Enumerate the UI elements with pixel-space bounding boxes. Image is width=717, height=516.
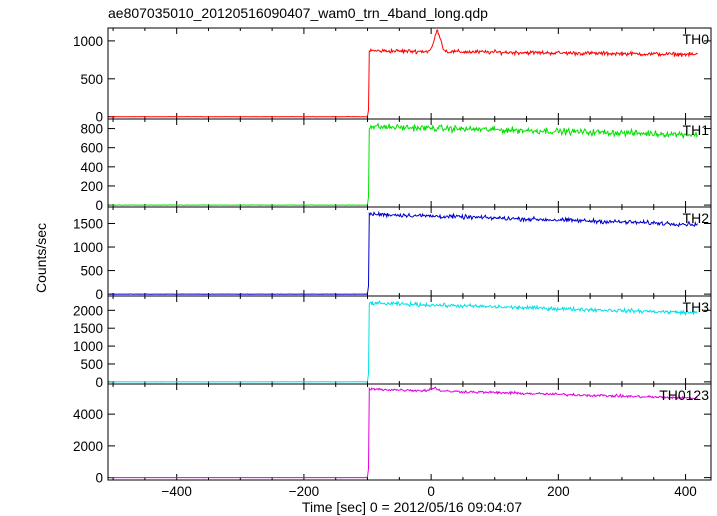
series-line-th0 [109, 29, 698, 118]
y-tick-label-th2: 500 [80, 264, 103, 279]
y-tick-label-th0123: 4000 [73, 407, 103, 422]
panel-label-th0: TH0 [683, 31, 710, 47]
y-tick-label-th3: 1000 [73, 339, 103, 354]
y-tick-label-th0123: 0 [95, 471, 103, 486]
y-tick-label-th2: 0 [95, 287, 103, 302]
x-axis-title: Time [sec] 0 = 2012/05/16 09:04:07 [302, 499, 522, 515]
y-tick-label-th3: 2000 [73, 303, 103, 318]
x-tick-label: −200 [289, 484, 319, 499]
y-axis-title: Counts/sec [33, 223, 49, 293]
y-tick-label-th1: 800 [80, 122, 103, 137]
y-tick-label-th0123: 2000 [73, 439, 103, 454]
chart-title: ae807035010_20120516090407_wam0_trn_4ban… [108, 5, 488, 21]
series-line-th2 [109, 210, 699, 295]
x-tick-label: 0 [427, 484, 435, 499]
y-tick-label-th2: 1000 [73, 240, 103, 255]
panel-label-th0123: TH0123 [659, 387, 709, 403]
y-tick-label-th0: 500 [80, 72, 103, 87]
y-tick-label-th0: 1000 [73, 34, 103, 49]
panel-frame-th0 [107, 27, 712, 120]
y-tick-label-th3: 0 [95, 375, 103, 390]
chart-panels: 0 500 1000 TH0 0 200 400 600 800 TH1 0 500 1000 1500 T… [73, 27, 712, 499]
x-tick-label: −400 [161, 484, 191, 499]
panel-frame-th2 [107, 206, 712, 297]
series-line-th3 [109, 299, 698, 383]
series-line-th1 [109, 122, 699, 206]
y-tick-label-th2: 1500 [73, 216, 103, 231]
panel-label-th3: TH3 [683, 299, 710, 315]
y-tick-label-th1: 600 [80, 141, 103, 156]
x-tick-label: 200 [547, 484, 570, 499]
y-tick-label-th3: 1500 [73, 321, 103, 336]
series-line-th0123 [109, 386, 698, 479]
y-tick-label-th1: 400 [80, 160, 103, 175]
panel-frame-th0123 [107, 383, 712, 481]
panel-label-th1: TH1 [683, 122, 710, 138]
x-tick-label: 400 [674, 484, 697, 499]
panel-label-th2: TH2 [683, 210, 710, 226]
y-tick-label-th1: 0 [95, 198, 103, 213]
y-tick-label-th0: 0 [95, 110, 103, 125]
y-tick-label-th3: 500 [80, 357, 103, 372]
y-tick-label-th1: 200 [80, 179, 103, 194]
